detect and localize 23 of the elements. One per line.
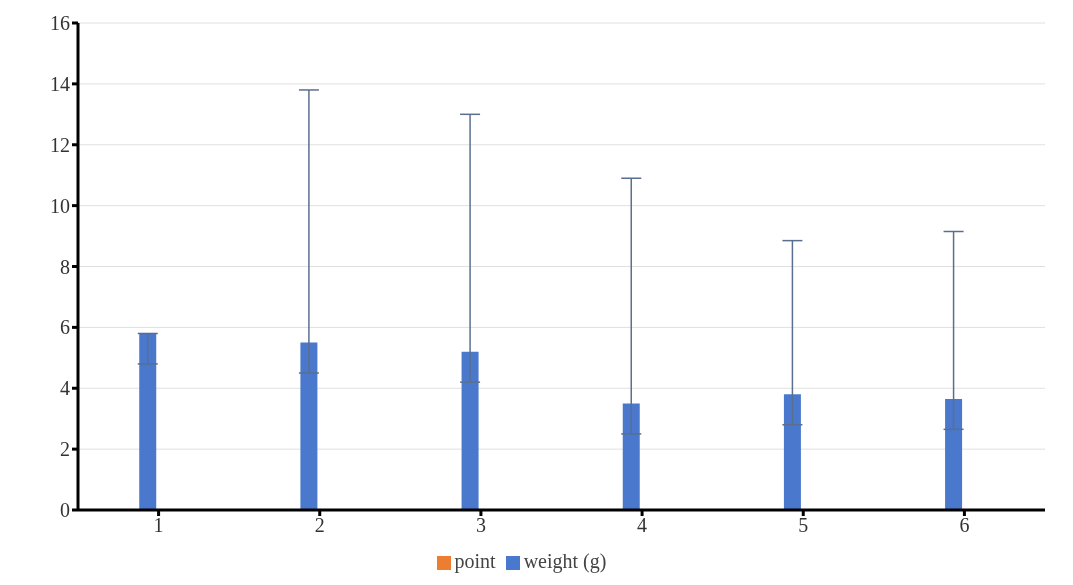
y-tick-label: 6	[60, 316, 70, 339]
bar	[622, 403, 640, 510]
bar	[461, 351, 479, 510]
x-tick-label: 4	[637, 514, 648, 537]
bar	[300, 342, 318, 510]
x-tick-label: 6	[959, 514, 970, 537]
y-tick-label: 0	[60, 499, 70, 522]
x-tick-label: 2	[314, 514, 325, 537]
x-tick-label: 5	[798, 514, 809, 537]
y-tick-label: 16	[50, 12, 70, 35]
y-tick-label: 8	[60, 255, 70, 278]
bar	[945, 398, 963, 510]
y-tick-label: 12	[50, 133, 70, 156]
y-tick-label: 14	[50, 72, 70, 95]
bar	[139, 333, 157, 510]
y-tick-label: 2	[60, 438, 70, 461]
bar	[783, 394, 801, 510]
legend-label: point	[454, 550, 496, 572]
x-tick-label: 1	[153, 514, 164, 537]
legend-label: weight (g)	[523, 550, 607, 572]
y-tick-label: 4	[60, 377, 70, 400]
x-tick-label: 3	[475, 514, 486, 537]
y-tick-label: 10	[50, 194, 70, 217]
